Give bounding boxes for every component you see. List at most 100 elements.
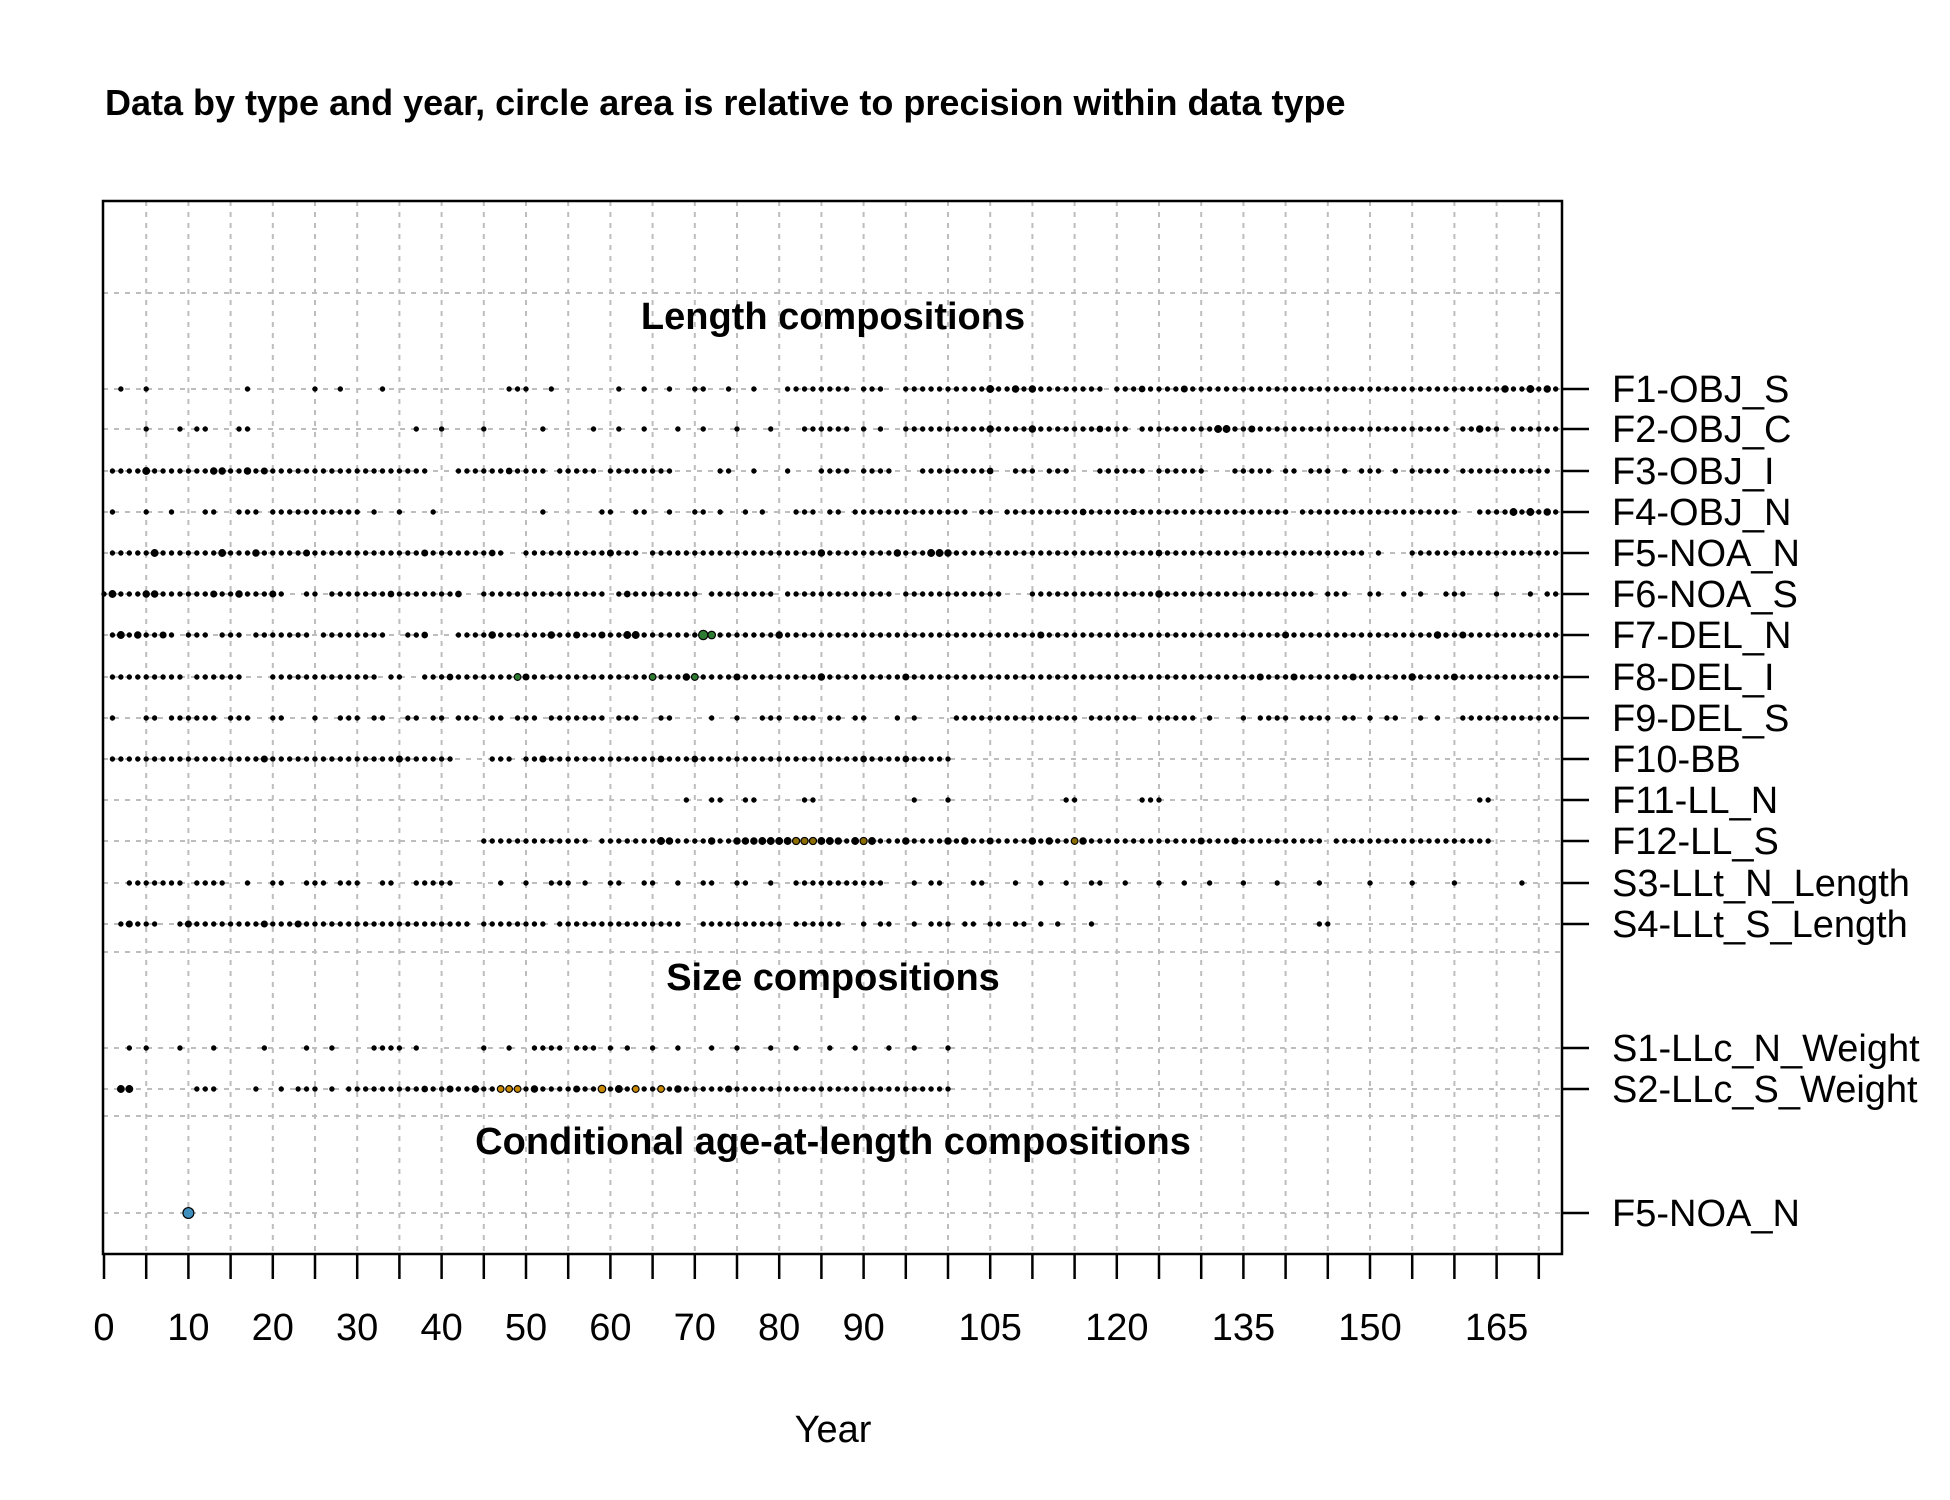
data-point [970, 674, 977, 680]
data-point [1308, 715, 1314, 721]
data-point [362, 591, 369, 597]
data-point [1519, 550, 1525, 556]
data-point [514, 632, 521, 638]
data-point [194, 921, 200, 927]
data-point [1375, 591, 1382, 597]
data-point [464, 632, 470, 638]
data-point [827, 468, 833, 474]
data-point [886, 838, 892, 844]
data-point [675, 550, 681, 556]
data-point [1282, 631, 1290, 639]
data-point [1325, 426, 1331, 432]
data-point [286, 632, 293, 638]
data-point [835, 632, 841, 638]
data-point [540, 550, 546, 556]
x-tick-label: 10 [167, 1307, 209, 1349]
data-point [1291, 426, 1297, 432]
data-point [1198, 468, 1204, 474]
data-point [1299, 550, 1306, 556]
data-point [1316, 386, 1323, 392]
x-tick-label: 50 [505, 1307, 547, 1349]
data-point [472, 715, 479, 721]
data-point [641, 1086, 647, 1092]
data-point [1308, 632, 1314, 638]
data-point [497, 591, 504, 597]
data-point [1206, 632, 1213, 638]
data-point [1401, 426, 1407, 432]
data-point [446, 1085, 454, 1093]
data-point [657, 755, 665, 763]
data-point [1325, 715, 1331, 721]
data-point [616, 632, 622, 638]
data-point [919, 386, 926, 392]
data-point [633, 715, 639, 721]
data-point [1392, 468, 1399, 474]
data-point [1477, 386, 1483, 392]
data-point [244, 591, 251, 597]
x-tick-label: 165 [1465, 1307, 1528, 1349]
data-point [438, 674, 445, 680]
data-point [202, 591, 208, 597]
x-tick-label: 30 [336, 1307, 378, 1349]
data-point [995, 838, 1002, 844]
data-point [337, 632, 344, 638]
data-point [641, 921, 647, 927]
data-point [1536, 386, 1542, 392]
data-point [607, 509, 614, 515]
data-point [911, 386, 917, 392]
data-point [1181, 591, 1188, 597]
data-point [270, 921, 276, 927]
data-point [1257, 591, 1263, 597]
data-point [219, 880, 225, 886]
data-point [118, 550, 124, 556]
data-point [742, 1086, 749, 1092]
data-point [902, 837, 910, 845]
data-point [1088, 591, 1095, 597]
data-point [506, 756, 512, 762]
data-point [979, 386, 985, 392]
data-point [1198, 632, 1204, 638]
data-point [616, 468, 622, 474]
data-point [464, 674, 470, 680]
data-point [177, 468, 183, 474]
data-point [447, 550, 453, 556]
data-point [979, 591, 985, 597]
data-point [1266, 632, 1272, 638]
data-point [962, 921, 968, 927]
data-point [759, 509, 766, 515]
data-point [160, 591, 166, 597]
data-point [928, 756, 934, 762]
data-point [928, 386, 934, 392]
data-point [1130, 591, 1137, 597]
data-point [742, 550, 749, 556]
data-point [768, 550, 774, 556]
data-point [708, 1045, 715, 1051]
data-point [818, 386, 825, 392]
data-point [1485, 632, 1491, 638]
data-point [1460, 674, 1466, 680]
data-point [506, 632, 512, 638]
data-point [202, 674, 208, 680]
data-point [877, 756, 884, 762]
data-point [936, 756, 943, 762]
data-point [582, 838, 588, 844]
data-point [1122, 591, 1128, 597]
data-point [438, 426, 445, 432]
data-point [1105, 591, 1112, 597]
data-point [1266, 550, 1272, 556]
data-point [379, 632, 386, 638]
data-point [1206, 838, 1213, 844]
data-point [877, 921, 884, 927]
data-point [877, 509, 884, 515]
data-point [945, 1086, 951, 1092]
data-point [1114, 468, 1120, 474]
data-point [548, 591, 555, 597]
data-point [1257, 715, 1263, 721]
data-point [641, 509, 647, 515]
data-point [1527, 468, 1534, 474]
data-point [768, 715, 774, 721]
data-point [184, 920, 192, 928]
data-point [793, 386, 799, 392]
data-point [1114, 591, 1120, 597]
data-point [944, 837, 952, 845]
